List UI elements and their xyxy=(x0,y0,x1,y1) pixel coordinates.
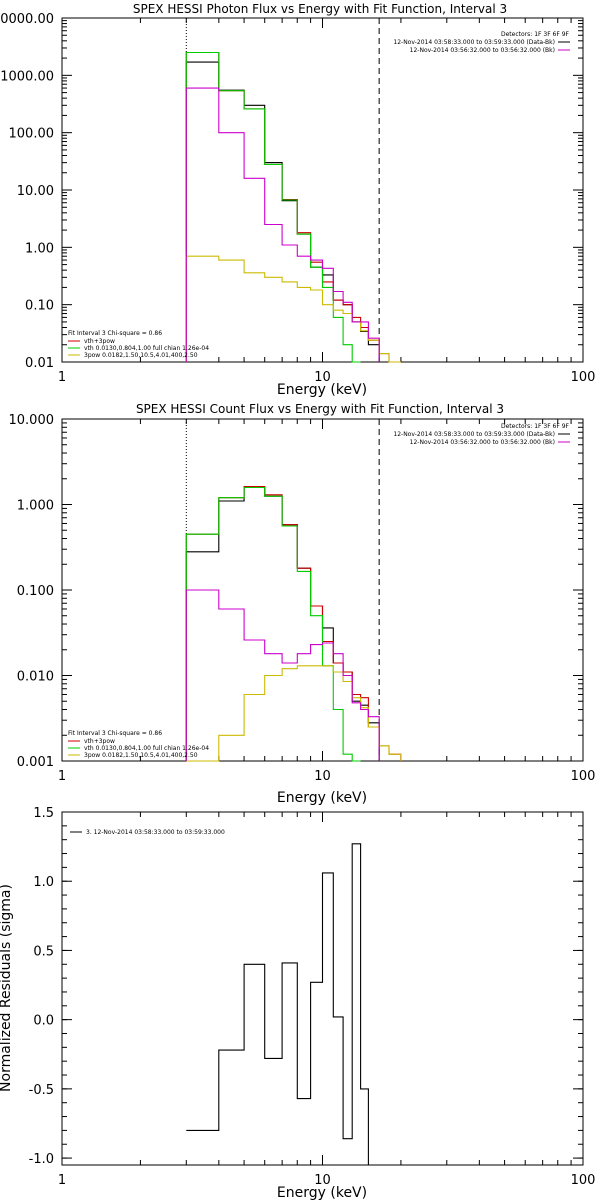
y-tick-label: 1.000 xyxy=(17,499,54,514)
y-tick-label: 0.100 xyxy=(17,584,54,599)
y-tick-label: 10.000 xyxy=(9,413,55,428)
x-axis-label: Energy (keV) xyxy=(277,382,367,398)
series-vth xyxy=(185,486,361,762)
y-tick-label: 0.10 xyxy=(25,299,54,314)
y-tick-label: -1.0 xyxy=(29,1152,54,1167)
y-tick-label: 0.010 xyxy=(17,670,54,685)
header-block: Detectors: 1F 3F 6F 9F 12-Nov-2014 03:58… xyxy=(393,423,570,446)
y-tick-label: -0.5 xyxy=(29,1083,54,1098)
header-detectors: Detectors: 1F 3F 6F 9F xyxy=(501,31,570,38)
header-row-1: 12-Nov-2014 03:56:32.000 to 03:56:32.000… xyxy=(410,47,555,54)
y-axis-ticks: 10.000 1.000 0.100 0.010 0.001 xyxy=(9,413,583,770)
plot-frame xyxy=(61,17,584,363)
x-tick-label: 1 xyxy=(58,1173,66,1188)
series-group xyxy=(185,51,401,363)
x-axis-ticks: 1 10 100 xyxy=(58,18,596,385)
x-axis-ticks: 1 10 100 xyxy=(58,419,596,784)
header-row-1: 12-Nov-2014 03:56:32.000 to 03:56:32.000… xyxy=(410,439,555,446)
photon-flux-panel: SPEX HESSI Photon Flux vs Energy with Fi… xyxy=(0,2,595,398)
chart-title: SPEX HESSI Count Flux vs Energy with Fit… xyxy=(136,402,504,416)
count-flux-panel: SPEX HESSI Count Flux vs Energy with Fit… xyxy=(9,402,596,806)
legend-entry-1: vth 0.0130,0.804,1.00 full chian 1.26e-0… xyxy=(84,745,209,752)
series-bk xyxy=(185,589,380,761)
legend-entry-0: vth+3pow xyxy=(84,338,115,345)
series-3pow xyxy=(185,255,401,363)
header-block: Detectors: 1F 3F 6F 9F 12-Nov-2014 03:58… xyxy=(393,31,570,54)
y-tick-label: 10.00 xyxy=(17,184,54,199)
y-tick-label: 1.00 xyxy=(25,241,54,256)
y-tick-label: 0.01 xyxy=(25,356,54,371)
y-tick-label: 0.001 xyxy=(17,755,54,770)
y-axis-ticks: 10000.00 1000.00 100.00 10.00 1.00 0.10 0.01 xyxy=(0,12,583,371)
y-axis-ticks: 1.5 1.0 0.5 0.0 -0.5 -1.0 xyxy=(29,806,583,1167)
chart-title: SPEX HESSI Photon Flux vs Energy with Fi… xyxy=(133,2,507,16)
residuals-panel: 1.5 1.0 0.5 0.0 -0.5 -1.0 1 10 100 Energy (keV)… xyxy=(0,806,595,1200)
legend-entry-0: vth+3pow xyxy=(84,738,115,745)
series-data-bk xyxy=(185,486,380,761)
x-tick-label: 100 xyxy=(571,769,596,784)
y-tick-label: 1.5 xyxy=(33,806,54,821)
legend-entry-0: 3. 12-Nov-2014 03:58:33.000 to 03:59:33.… xyxy=(86,829,225,836)
legend: Fit Interval 3 Chi-square = 0.86 vth+3po… xyxy=(68,730,209,759)
y-tick-label: 1000.00 xyxy=(0,69,54,84)
header-detectors: Detectors: 1F 3F 6F 9F xyxy=(501,423,570,430)
series-group xyxy=(185,486,402,762)
legend: Fit Interval 3 Chi-square = 0.86 vth+3po… xyxy=(68,330,209,359)
header-row-0: 12-Nov-2014 03:58:33.000 to 03:59:33.000… xyxy=(393,431,555,438)
y-tick-label: 0.5 xyxy=(33,944,54,959)
x-tick-label: 10 xyxy=(314,1173,331,1188)
x-tick-label: 100 xyxy=(571,370,596,385)
plot-frame xyxy=(61,811,584,1166)
legend-entry-2: 3pow 0.0182,1.50,10.5,4.01,400,2.50 xyxy=(84,352,198,359)
legend-title: Fit Interval 3 Chi-square = 0.86 xyxy=(68,330,162,337)
y-tick-label: 100.00 xyxy=(9,127,55,142)
series-bk xyxy=(185,87,380,362)
legend-entry-1: vth 0.0130,0.804,1.00 full chian 1.26e-0… xyxy=(84,345,209,352)
x-axis-label: Energy (keV) xyxy=(277,790,367,806)
x-tick-label: 100 xyxy=(571,1173,596,1188)
header-row-0: 12-Nov-2014 03:58:33.000 to 03:59:33.000… xyxy=(393,39,555,46)
x-tick-label: 10 xyxy=(314,769,331,784)
x-tick-label: 1 xyxy=(58,769,66,784)
y-tick-label: 1.0 xyxy=(33,875,54,890)
x-axis-label: Energy (keV) xyxy=(277,1185,367,1200)
legend-title: Fit Interval 3 Chi-square = 0.86 xyxy=(68,730,162,737)
series-group xyxy=(186,843,380,1166)
series-residuals xyxy=(186,843,380,1166)
y-axis-label: Normalized Residuals (sigma) xyxy=(0,884,14,1092)
y-tick-label: 10000.00 xyxy=(0,12,54,27)
x-tick-label: 1 xyxy=(58,370,66,385)
x-axis-ticks: 1 10 100 xyxy=(58,812,596,1188)
series-vth xyxy=(185,51,361,363)
plot-frame xyxy=(61,418,584,762)
legend: 3. 12-Nov-2014 03:58:33.000 to 03:59:33.… xyxy=(70,829,225,836)
y-tick-label: 0.0 xyxy=(33,1014,54,1029)
fit-range-markers xyxy=(185,18,380,362)
series-data-bk xyxy=(185,61,380,362)
x-tick-label: 10 xyxy=(314,370,331,385)
legend-entry-2: 3pow 0.0182,1.50,10.5,4.01,400,2.50 xyxy=(84,752,198,759)
